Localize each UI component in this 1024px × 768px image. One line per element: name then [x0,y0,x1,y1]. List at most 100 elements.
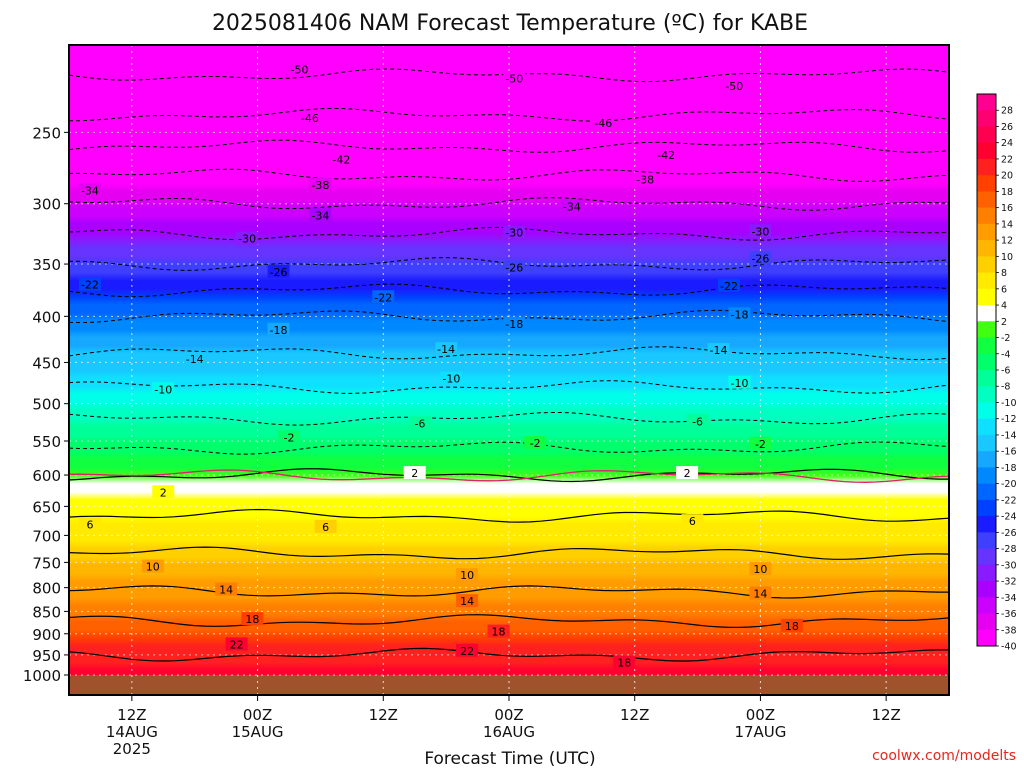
contour-label: -14 [186,353,204,366]
contour-label-bg [503,225,526,239]
contour-label: -14 [437,343,455,356]
contour-label: -30 [505,227,523,240]
contour-label: -10 [154,383,172,396]
contour-label-bg [634,172,657,186]
colorbar-label: -2 [1001,333,1010,344]
contour-label: -26 [270,266,288,279]
colorbar-label: 20 [1001,171,1013,182]
colorbar-swatch [977,613,996,631]
contour-label: -10 [442,373,460,386]
colorbar-swatch [977,353,996,371]
contour-label-bg [435,342,458,356]
colorbar-label: -6 [1001,366,1010,377]
contour-label: -42 [657,149,675,162]
contour-label-bg [749,436,772,450]
colorbar-label: -36 [1001,609,1017,620]
y-tick-label: 1000 [23,667,61,685]
contour-label-bg [267,322,290,336]
y-tick-label: 550 [32,433,61,451]
contour-label-bg [225,637,248,651]
isotherm-solid [69,647,949,662]
colorbar-swatch [977,256,996,274]
isotherm-dashed [69,197,949,211]
contour-label: -34 [311,209,329,222]
colorbar-label: -40 [1001,642,1017,653]
contour-label: -38 [311,179,329,192]
contour-label-bg [613,655,636,669]
isotherm-solid [69,508,949,523]
isotherm-solid [69,546,949,560]
contour-label: -2 [530,437,541,450]
contour-label-bg [330,152,353,166]
colorbar-swatch [977,564,996,582]
x-tick-date: 15AUG [232,723,284,741]
contour-label: 2 [411,467,418,480]
colorbar-label: -18 [1001,463,1017,474]
colorbar-label: 16 [1001,203,1013,214]
y-tick-label: 850 [32,603,61,621]
y-tick-label: 650 [32,498,61,516]
contour-label: 14 [219,584,233,597]
isotherm-dashed [69,412,949,426]
colorbar-label: 8 [1001,268,1007,279]
colorbar-label: 18 [1001,187,1013,198]
contour-label: 6 [322,521,329,534]
contour-label-bg [655,148,678,162]
ground-band [69,675,949,695]
contour-label: 18 [617,657,631,670]
contour-label-bg [408,416,431,430]
contour-label-bg [267,264,290,278]
x-axis-label: Forecast Time (UTC) [424,749,595,768]
x-tick-year: 2025 [113,740,151,758]
x-tick-date: 16AUG [483,723,535,741]
contour-label: -46 [301,112,319,125]
x-tick-label: 12Z [117,706,146,724]
contour-label: -22 [81,279,99,292]
chart-title: 2025081406 NAM Forecast Temperature (ºC)… [212,11,808,36]
colorbar-label: -22 [1001,495,1017,506]
colorbar-swatch [977,321,996,339]
x-tick-label: 12Z [871,706,900,724]
colorbar-label: 6 [1001,284,1007,295]
contour-label: -2 [755,438,766,451]
contour-label-bg [503,71,526,85]
contour-label: 14 [460,595,474,608]
contour-label: 10 [146,561,160,574]
colorbar-swatch [977,629,996,647]
contour-label-bg [78,183,101,197]
colorbar-swatch [977,288,996,306]
contour-label: 18 [785,620,799,633]
x-tick-date: 14AUG [106,723,158,741]
contour-label-bg [236,231,259,245]
colorbar-label: 10 [1001,252,1013,263]
contour-label-bg [560,199,583,213]
colorbar-label: -26 [1001,528,1017,539]
contour-label-bg [487,624,510,638]
contour-label-bg [152,485,175,499]
contour-label-bg [372,290,395,304]
contour-label-bg [141,559,164,573]
colorbar-swatch [977,305,996,322]
contour-label: -6 [414,418,425,431]
contour-label-bg [183,351,206,365]
contour-label: 22 [230,638,244,651]
colorbar-swatch [977,272,996,290]
contour-label: -30 [238,233,256,246]
credit-text: coolwx.com/modelts [872,748,1016,764]
colorbar-swatch [977,483,996,501]
colorbar-swatch [977,532,996,550]
contour-label: 14 [753,587,767,600]
colorbar-swatch [977,337,996,355]
colorbar-label: -16 [1001,447,1017,458]
contour-label: -26 [751,252,769,265]
x-tick-label: 00Z [746,706,775,724]
x-tick-date: 17AUG [734,723,786,741]
colorbar-label: -30 [1001,560,1017,571]
colorbar-swatch [977,126,996,144]
y-tick-label: 300 [32,196,61,214]
colorbar-swatch [977,158,996,176]
y-tick-label: 250 [32,124,61,142]
colorbar-swatch [977,467,996,485]
colorbar-label: 2 [1001,317,1007,328]
